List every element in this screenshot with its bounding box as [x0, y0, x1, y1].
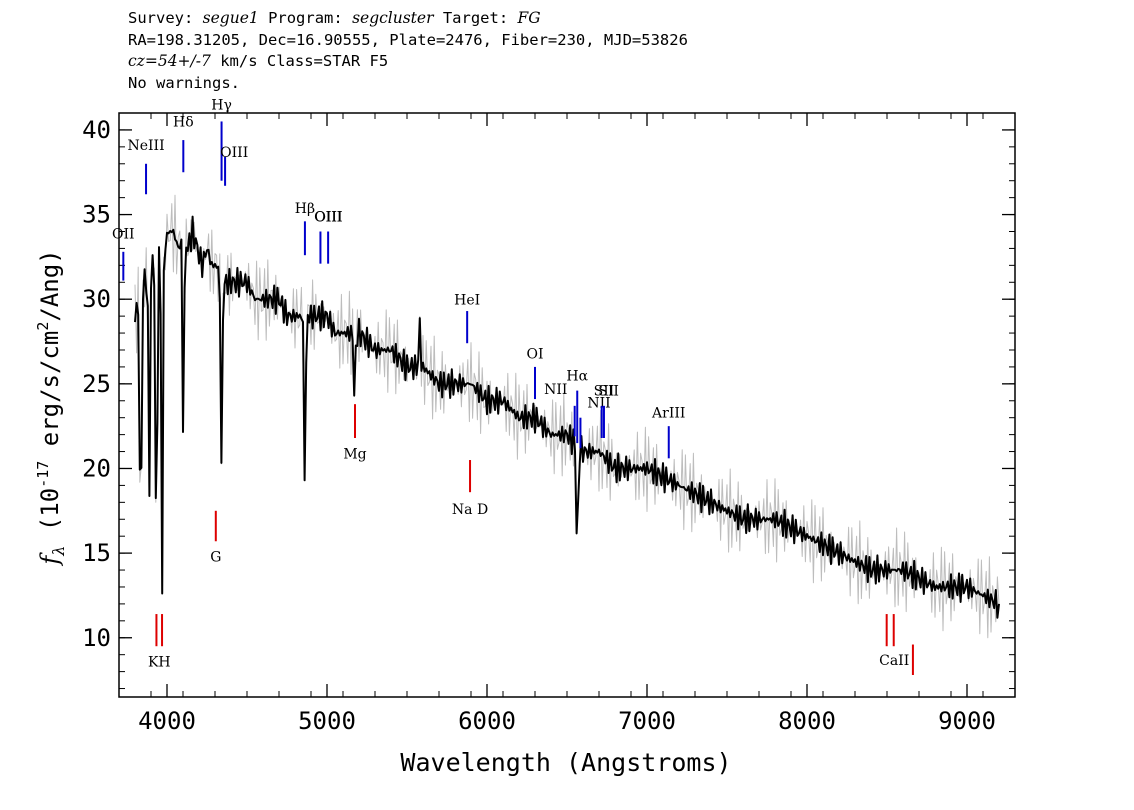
y-tick-label: 25 — [82, 370, 111, 398]
target-value: FG — [517, 9, 541, 27]
emission-line-label: OIII — [220, 145, 248, 161]
ylabel-mid: (10 — [36, 488, 64, 546]
plot-area — [134, 194, 1000, 639]
x-tick-label: 4000 — [138, 707, 196, 735]
emission-line-label: SII — [594, 384, 615, 400]
smoothed-flux-line — [134, 215, 1000, 619]
ylabel-unit: erg/s/cm — [36, 331, 64, 461]
emission-line-label: NeIII — [127, 138, 164, 154]
y-tick-label: 20 — [82, 454, 111, 482]
header-line-survey: Survey: segue1 Program: segcluster Targe… — [128, 8, 688, 30]
header-line-warnings: No warnings. — [128, 73, 240, 92]
header-line-redshift: cz=54+/-7 km/s Class=STAR F5 — [128, 51, 688, 73]
emission-line-label: SII — [598, 384, 619, 400]
target-label: Target: — [433, 9, 518, 27]
emission-line-label: Hβ — [295, 201, 315, 217]
survey-label: Survey: — [128, 9, 203, 27]
y-tick-label: 35 — [82, 201, 111, 229]
y-tick-label: 10 — [82, 624, 111, 652]
raw-flux-group — [134, 194, 1000, 639]
x-tick-label: 7000 — [618, 707, 676, 735]
ylabel-lambda: λ — [49, 546, 68, 557]
y-tick-label: 30 — [82, 285, 111, 313]
ylabel-end: /Ang) — [36, 249, 64, 321]
emission-line-label: Hγ — [211, 98, 232, 114]
y-tick-label: 15 — [82, 539, 111, 567]
x-tick-label: 5000 — [298, 707, 356, 735]
program-label: Program: — [258, 9, 353, 27]
line-markers: OIINeIIIHδHγOIIIHβOIIIOIIIHeIOINIIHαNIIS… — [112, 98, 914, 675]
survey-value: segue1 — [202, 9, 259, 27]
x-axis-label: Wavelength (Angstroms) — [400, 748, 731, 777]
absorption-line-label: Na D — [452, 502, 488, 518]
spectrum-header: Survey: segue1 Program: segcluster Targe… — [128, 8, 688, 94]
x-tick-label: 9000 — [938, 707, 996, 735]
emission-line-label: OIII — [315, 209, 343, 225]
header-line-coordinates: RA=198.31205, Dec=16.90555, Plate=2476, … — [128, 30, 688, 49]
ylabel-exp: -17 — [34, 461, 52, 488]
emission-line-label: ArIII — [651, 406, 685, 422]
cz-value: cz=54+/-7 — [128, 52, 211, 70]
class-value: km/s Class=STAR F5 — [210, 52, 389, 70]
ylabel-sq: 2 — [34, 322, 52, 331]
program-value: segcluster — [352, 9, 434, 27]
emission-line-label: Hδ — [173, 115, 194, 131]
smoothed-flux-group — [134, 215, 1000, 619]
absorption-line-label: KH — [148, 655, 171, 671]
emission-line-label: HeI — [454, 292, 480, 308]
emission-line-label: OIII — [314, 209, 342, 225]
plot-frame — [118, 112, 1016, 698]
emission-line-label: OII — [112, 226, 135, 242]
absorption-line-label: Mg — [343, 446, 366, 462]
x-tick-label: 8000 — [778, 707, 836, 735]
x-tick-label: 6000 — [458, 707, 516, 735]
absorption-line-label: CaII — [879, 653, 909, 669]
emission-line-label: NII — [544, 382, 567, 398]
absorption-line-label: G — [210, 550, 221, 566]
y-axis-label: fλ (10-17 erg/s/cm2/Ang) — [34, 249, 68, 566]
y-tick-label: 40 — [82, 116, 111, 144]
axes: 4000 5000 6000 7000 8000 9000 10 15 20 25 30 35 40 — [82, 112, 1016, 735]
emission-line-label: OI — [526, 346, 543, 362]
raw-flux-line — [134, 194, 1000, 639]
emission-line-label: Hα — [566, 368, 588, 384]
